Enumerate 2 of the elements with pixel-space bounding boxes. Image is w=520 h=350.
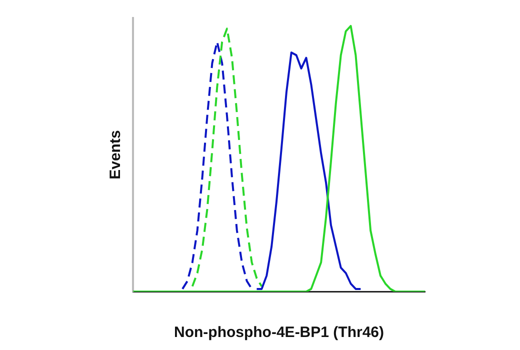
x-axis-title: Non-phospho-4E-BP1 (Thr46) xyxy=(174,324,384,342)
y-axis-title: Events xyxy=(107,130,124,180)
